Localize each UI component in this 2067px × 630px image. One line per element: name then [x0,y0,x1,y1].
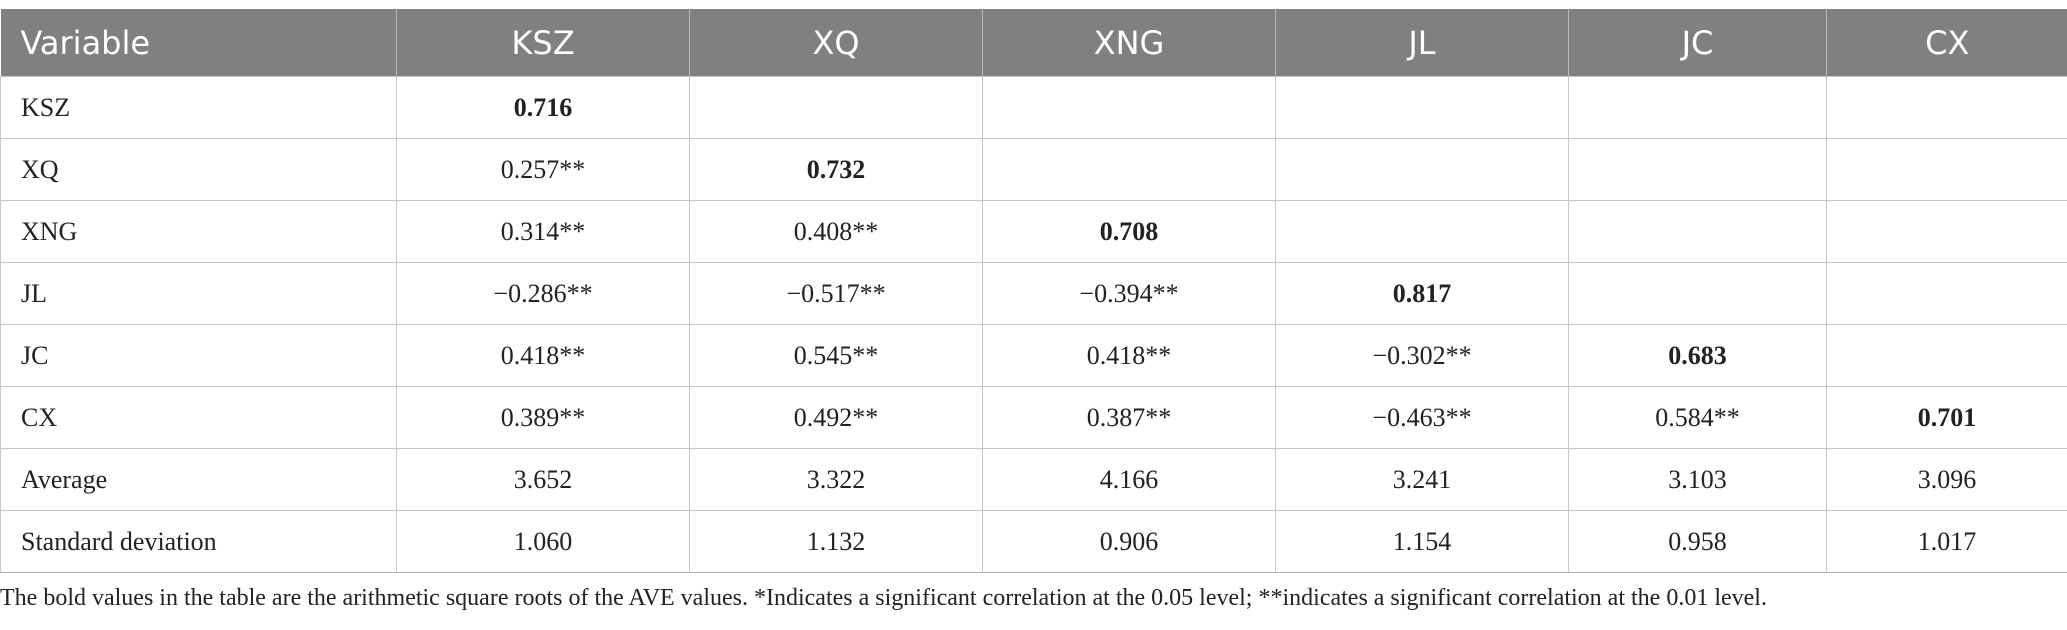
table-cell [1275,200,1569,263]
table-cell: 0.257** [396,138,690,201]
table-cell: 0.817 [1275,262,1569,325]
row-label: Standard deviation [0,510,397,573]
table-cell: −0.302** [1275,324,1569,387]
table-cell [1826,200,2067,263]
table-cell [1826,138,2067,201]
table-footnote: The bold values in the table are the ari… [0,585,1767,611]
table-cell: 0.408** [689,200,983,263]
table-cell [1826,76,2067,139]
table-cell: 0.906 [982,510,1276,573]
header-jc: JC [1568,9,1827,77]
table-cell: 1.132 [689,510,983,573]
table-cell: 0.389** [396,386,690,449]
table-row-xng: XNG 0.314** 0.408** 0.708 [0,200,2067,263]
row-label: JL [0,262,397,325]
table-cell: 0.584** [1568,386,1827,449]
table-cell [1568,76,1827,139]
table-cell: −0.517** [689,262,983,325]
header-xq: XQ [689,9,983,77]
header-xng: XNG [982,9,1276,77]
table-cell [1568,200,1827,263]
table-row-jc: JC 0.418** 0.545** 0.418** −0.302** 0.68… [0,324,2067,387]
row-label: XNG [0,200,397,263]
table-cell [1275,76,1569,139]
table-cell [1275,138,1569,201]
table-cell: −0.286** [396,262,690,325]
table-cell: 3.652 [396,448,690,511]
correlation-table-container: Variable KSZ XQ XNG JL JC CX KSZ 0.716 X… [0,9,2067,573]
table-cell: 0.708 [982,200,1276,263]
table-row-cx: CX 0.389** 0.492** 0.387** −0.463** 0.58… [0,386,2067,449]
table-cell: 3.103 [1568,448,1827,511]
table-cell [689,76,983,139]
table-header-row: Variable KSZ XQ XNG JL JC CX [0,9,2067,77]
table-cell: 0.683 [1568,324,1827,387]
table-cell: 0.545** [689,324,983,387]
table-cell: −0.463** [1275,386,1569,449]
table-row-jl: JL −0.286** −0.517** −0.394** 0.817 [0,262,2067,325]
table-row-ksz: KSZ 0.716 [0,76,2067,139]
table-cell [1826,262,2067,325]
table-cell: 0.314** [396,200,690,263]
table-cell [1826,324,2067,387]
table-cell: −0.394** [982,262,1276,325]
table-cell: 3.322 [689,448,983,511]
table-row-standard-deviation: Standard deviation 1.060 1.132 0.906 1.1… [0,510,2067,573]
row-label: CX [0,386,397,449]
table-cell: 0.701 [1826,386,2067,449]
table-cell: 4.166 [982,448,1276,511]
table-cell: 0.716 [396,76,690,139]
table-cell [982,76,1276,139]
correlation-table: Variable KSZ XQ XNG JL JC CX KSZ 0.716 X… [0,9,2067,573]
table-cell: 0.418** [982,324,1276,387]
table-cell [982,138,1276,201]
table-cell: 1.154 [1275,510,1569,573]
table-cell: 0.387** [982,386,1276,449]
table-cell [1568,138,1827,201]
row-label: JC [0,324,397,387]
table-cell: 3.241 [1275,448,1569,511]
header-jl: JL [1275,9,1569,77]
table-row-xq: XQ 0.257** 0.732 [0,138,2067,201]
table-cell [1568,262,1827,325]
row-label: XQ [0,138,397,201]
table-cell: 0.958 [1568,510,1827,573]
row-label: KSZ [0,76,397,139]
header-variable: Variable [0,9,397,77]
row-label: Average [0,448,397,511]
table-cell: 3.096 [1826,448,2067,511]
header-cx: CX [1826,9,2067,77]
table-cell: 0.418** [396,324,690,387]
table-row-average: Average 3.652 3.322 4.166 3.241 3.103 3.… [0,448,2067,511]
header-ksz: KSZ [396,9,690,77]
table-cell: 0.492** [689,386,983,449]
table-cell: 1.060 [396,510,690,573]
table-cell: 0.732 [689,138,983,201]
table-cell: 1.017 [1826,510,2067,573]
